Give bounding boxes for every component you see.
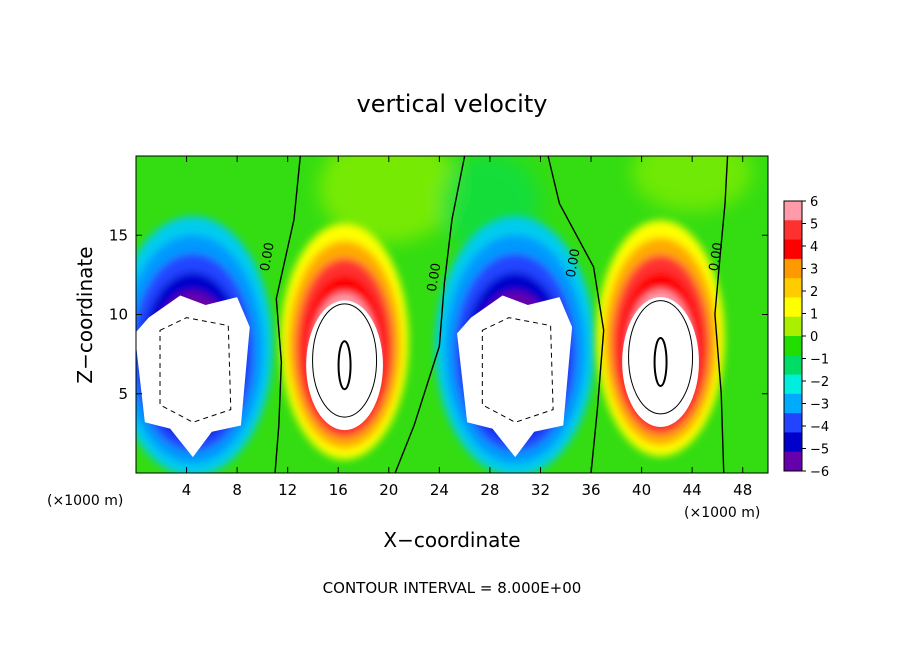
x-unit-right: (×1000 m) [684, 505, 760, 521]
colorbar-swatch [784, 258, 802, 279]
colorbar-swatch [784, 201, 802, 221]
contour-interval-note: CONTOUR INTERVAL = 8.000E+00 [323, 579, 582, 597]
y-tick-label: 10 [109, 306, 128, 324]
colorbar-swatch [784, 432, 802, 453]
colorbar-label: 2 [810, 285, 818, 300]
cell-core [136, 295, 250, 458]
shade-blob [318, 156, 459, 243]
zero-contour [547, 156, 605, 473]
colorbar-swatch [784, 451, 802, 472]
colorbar-label: 3 [810, 263, 818, 278]
colorbar-label: −3 [810, 398, 829, 413]
colorbar-swatch [784, 239, 802, 260]
contour-label: 0.00 [564, 248, 584, 279]
cell-core [306, 300, 383, 431]
contour-line [653, 337, 668, 388]
contour-label: 0.00 [425, 262, 445, 293]
plot-area: 0.00 0.00 0.00 0.00 [135, 155, 769, 474]
cell-core [457, 295, 573, 458]
x-tick-label: 12 [278, 481, 297, 499]
y-tick-label: 15 [109, 226, 128, 244]
contour-label: 0.00 [258, 241, 278, 272]
cell-updraft [596, 220, 725, 457]
x-tick-label: 20 [379, 481, 398, 499]
colorbar-label: −1 [810, 353, 829, 368]
colorbar-swatch [784, 316, 802, 337]
x-axis-label: X−coordinate [383, 528, 520, 552]
shade-blob [632, 156, 753, 212]
colorbar-swatch [784, 220, 802, 241]
cell-downdraft [435, 216, 596, 473]
contour-line-negative [159, 317, 232, 423]
y-axis-label: Z−coordinate [73, 246, 97, 383]
colorbar-swatch [784, 336, 802, 356]
x-tick-label: 40 [632, 481, 651, 499]
colorbar-label: 4 [810, 240, 818, 255]
colorbar-label: −5 [810, 443, 829, 458]
chart-title: vertical velocity [357, 90, 548, 118]
x-tick-label: 32 [531, 481, 550, 499]
cell-updraft [280, 223, 409, 460]
colorbar: 6 5 4 3 2 1 0 −1 −2 −3 −4 −5 −6 [783, 195, 829, 480]
zero-contour [394, 156, 466, 473]
colorbar-swatch [784, 393, 802, 414]
colorbar-label: −6 [810, 465, 829, 480]
colorbar-label: 6 [810, 195, 818, 210]
field-shading [318, 156, 753, 254]
contour-line-negative [481, 317, 554, 423]
x-tick-label: 48 [733, 481, 752, 499]
colorbar-label: 0 [810, 330, 818, 345]
colorbar-label: 5 [810, 218, 818, 233]
colorbar-label: 1 [810, 308, 818, 323]
colorbar-swatch [784, 355, 802, 376]
colorbar-label: −4 [810, 420, 829, 435]
cell-downdraft [136, 216, 273, 473]
contour-label: 0.00 [707, 241, 727, 272]
x-tick-label: 16 [329, 481, 348, 499]
colorbar-swatch [784, 278, 802, 298]
contour-line [312, 303, 378, 418]
cell-core [622, 297, 699, 427]
field-layer: 0.00 0.00 0.00 0.00 [136, 156, 768, 473]
x-unit-left: (×1000 m) [47, 493, 123, 509]
colorbar-swatch [784, 297, 802, 318]
zero-contour [714, 156, 729, 473]
x-tick-label: 8 [232, 481, 242, 499]
colorbar-swatch [784, 413, 802, 433]
contour-line [337, 340, 352, 391]
x-tick-label: 4 [182, 481, 192, 499]
x-tick-label: 44 [683, 481, 702, 499]
x-tick-label: 36 [581, 481, 600, 499]
contour-line [628, 300, 694, 415]
x-tick-label: 24 [430, 481, 449, 499]
y-tick-label: 5 [118, 385, 128, 403]
colorbar-label: −2 [810, 375, 829, 390]
colorbar-swatch [784, 374, 802, 395]
zero-contour [274, 156, 302, 473]
x-tick-label: 28 [480, 481, 499, 499]
